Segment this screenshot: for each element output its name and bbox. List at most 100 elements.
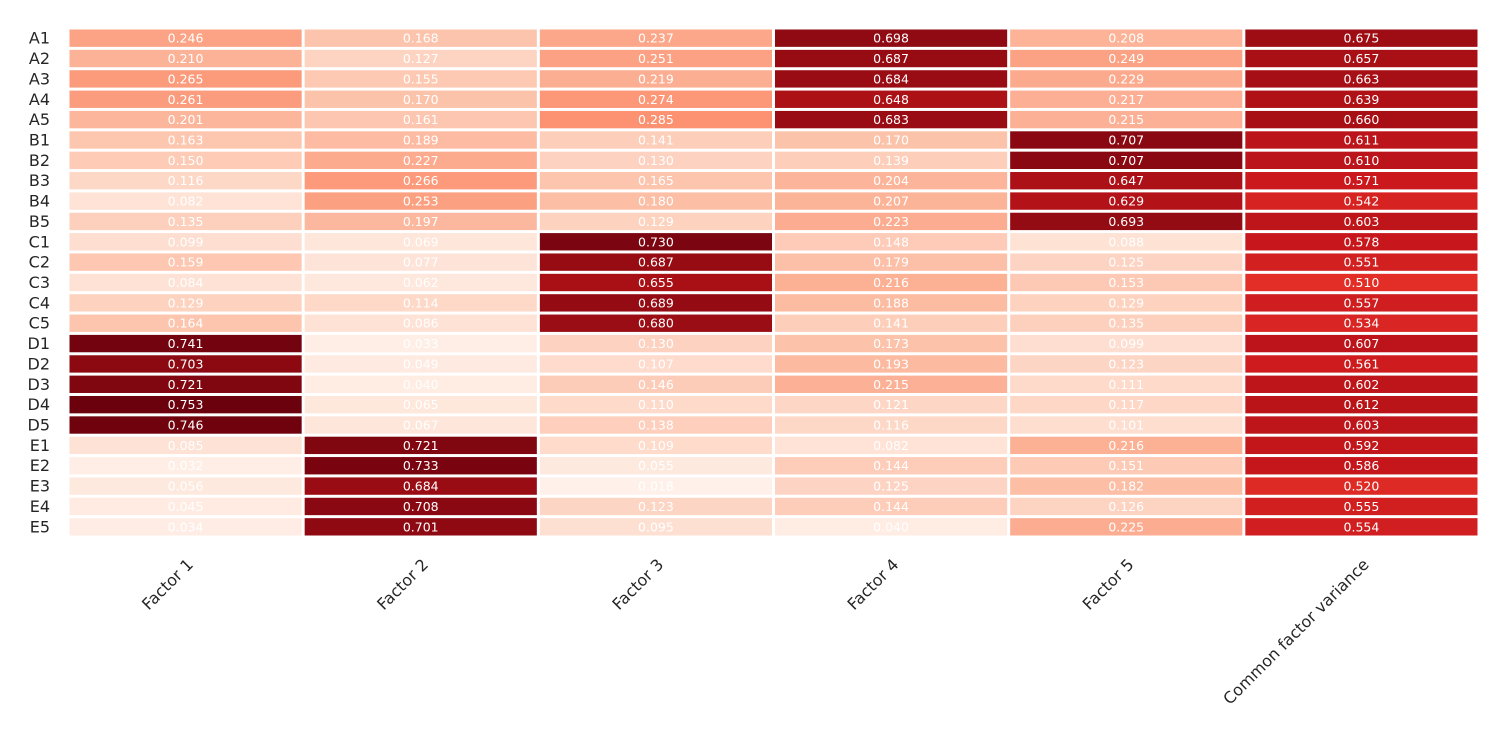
cell-value-label: 0.215 <box>873 377 909 392</box>
row-tick-label: A3 <box>29 69 50 88</box>
heatmap-cell <box>775 273 1008 292</box>
heatmap-cell <box>1245 314 1478 332</box>
row-tick-label: A2 <box>29 49 50 68</box>
cell-value-label: 0.216 <box>1108 438 1144 453</box>
heatmap-cell <box>1010 273 1243 292</box>
column-tick-label: Factor 5 <box>1079 555 1138 614</box>
heatmap-cell <box>1010 518 1243 536</box>
heatmap-cell <box>539 518 772 536</box>
cell-value-label: 0.246 <box>168 31 204 46</box>
cell-value-label: 0.693 <box>1108 214 1144 229</box>
heatmap-cell <box>304 151 537 170</box>
cell-value-label: 0.746 <box>168 418 204 433</box>
heatmap-cell <box>304 436 537 455</box>
heatmap-cell <box>69 110 302 129</box>
cell-value-label: 0.082 <box>168 194 204 209</box>
heatmap-cell <box>1245 334 1478 353</box>
cell-value-label: 0.099 <box>168 234 204 249</box>
cell-value-label: 0.603 <box>1344 214 1380 229</box>
heatmap-cell <box>304 172 537 190</box>
heatmap-cell <box>304 395 537 414</box>
cell-value-label: 0.129 <box>168 295 204 310</box>
heatmap-cell <box>775 497 1008 516</box>
cell-value-label: 0.117 <box>1108 397 1144 412</box>
cell-value-label: 0.557 <box>1344 295 1380 310</box>
heatmap-cell <box>1010 192 1243 210</box>
cell-value-label: 0.144 <box>873 499 909 514</box>
heatmap-cell <box>539 29 772 47</box>
heatmap-cell <box>1245 192 1478 210</box>
cell-value-label: 0.225 <box>1108 519 1144 534</box>
cell-value-label: 0.170 <box>873 132 909 147</box>
cell-value-label: 0.130 <box>638 336 674 351</box>
cell-value-label: 0.197 <box>403 214 439 229</box>
heatmap-cell <box>1245 151 1478 170</box>
heatmap-cell <box>775 436 1008 455</box>
cell-value-label: 0.116 <box>168 173 204 188</box>
heatmap-cell <box>69 355 302 373</box>
heatmap-cell <box>1010 314 1243 332</box>
row-tick-label: D4 <box>28 395 51 414</box>
cell-value-label: 0.069 <box>403 234 439 249</box>
cell-value-label: 0.698 <box>873 31 909 46</box>
cell-value-label: 0.251 <box>638 51 674 66</box>
heatmap-cell <box>304 192 537 210</box>
heatmap-cell <box>775 395 1008 414</box>
heatmap-cell <box>1245 29 1478 47</box>
cell-value-label: 0.708 <box>403 499 439 514</box>
heatmap-cell <box>1245 436 1478 455</box>
cell-value-label: 0.111 <box>1108 377 1144 392</box>
heatmap-cell <box>304 29 537 47</box>
row-tick-label: E3 <box>30 477 50 496</box>
cell-value-label: 0.077 <box>403 255 439 270</box>
cell-value-label: 0.135 <box>1108 316 1144 331</box>
cell-value-label: 0.227 <box>403 153 439 168</box>
heatmap-cell <box>775 29 1008 47</box>
cell-value-label: 0.675 <box>1344 31 1380 46</box>
cell-value-label: 0.561 <box>1344 356 1380 371</box>
cell-value-label: 0.165 <box>638 173 674 188</box>
heatmap-cell <box>539 49 772 68</box>
heatmap-cell <box>1245 172 1478 190</box>
cell-value-label: 0.607 <box>1344 336 1380 351</box>
cell-value-label: 0.032 <box>168 458 204 473</box>
heatmap-cell <box>539 131 772 149</box>
cell-value-label: 0.126 <box>1108 499 1144 514</box>
heatmap-cell <box>304 416 537 434</box>
row-tick-label: B2 <box>29 151 50 170</box>
cell-value-label: 0.707 <box>1108 153 1144 168</box>
cell-value-label: 0.018 <box>638 479 674 494</box>
cell-value-label: 0.721 <box>168 377 204 392</box>
heatmap-cell <box>539 70 772 88</box>
heatmap-cell <box>1245 110 1478 129</box>
heatmap-cell <box>69 131 302 149</box>
cell-value-label: 0.034 <box>168 519 204 534</box>
cell-value-label: 0.721 <box>403 438 439 453</box>
cell-value-label: 0.510 <box>1344 275 1380 290</box>
cell-value-label: 0.125 <box>1108 255 1144 270</box>
heatmap-cell <box>1010 90 1243 108</box>
cell-value-label: 0.223 <box>873 214 909 229</box>
heatmap-cell <box>1010 395 1243 414</box>
heatmap-cell <box>1245 477 1478 495</box>
heatmap-cell <box>69 416 302 434</box>
heatmap-cell <box>69 212 302 231</box>
cell-value-label: 0.065 <box>403 397 439 412</box>
heatmap-cell <box>69 477 302 495</box>
heatmap-cell <box>539 110 772 129</box>
heatmap-cell <box>775 192 1008 210</box>
heatmap-cell <box>539 497 772 516</box>
heatmap-cell <box>539 375 772 393</box>
heatmap-cell <box>775 457 1008 475</box>
heatmap-cell <box>1010 497 1243 516</box>
heatmap-cell <box>69 172 302 190</box>
heatmap-cell <box>775 355 1008 373</box>
heatmap-cell <box>539 477 772 495</box>
heatmap-cell <box>304 334 537 353</box>
heatmap-cell <box>69 233 302 251</box>
cell-value-label: 0.130 <box>638 153 674 168</box>
cell-value-label: 0.266 <box>403 173 439 188</box>
cell-value-label: 0.161 <box>403 112 439 127</box>
heatmap-cell <box>775 334 1008 353</box>
row-tick-label: B3 <box>29 171 50 190</box>
